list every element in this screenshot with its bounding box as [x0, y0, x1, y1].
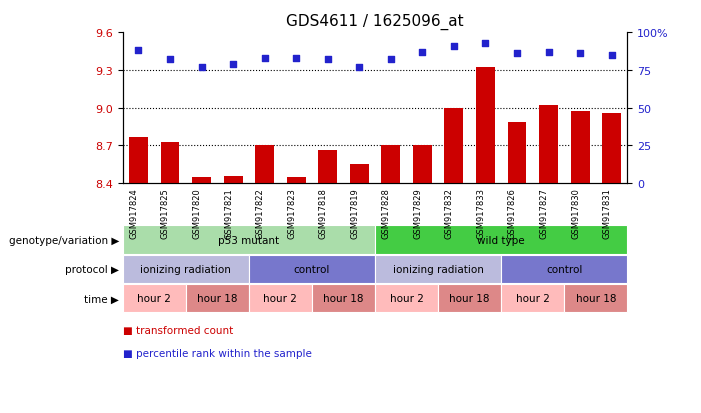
Title: GDS4611 / 1625096_at: GDS4611 / 1625096_at	[286, 14, 464, 30]
Point	[353, 64, 365, 71]
Text: GSM917819: GSM917819	[350, 188, 359, 239]
Point	[543, 49, 554, 56]
Text: ionizing radiation: ionizing radiation	[140, 264, 231, 274]
Point	[606, 52, 617, 59]
Text: hour 18: hour 18	[323, 294, 364, 304]
Point	[479, 40, 491, 47]
Bar	[444, 109, 463, 184]
Bar	[571, 112, 590, 184]
Bar	[318, 151, 337, 184]
Point	[259, 55, 271, 62]
Bar	[539, 106, 558, 184]
Text: hour 18: hour 18	[197, 294, 238, 304]
Text: GSM917823: GSM917823	[287, 188, 297, 239]
Point	[291, 55, 302, 62]
Text: control: control	[294, 264, 330, 274]
Bar	[192, 178, 211, 184]
Text: hour 18: hour 18	[576, 294, 616, 304]
Text: hour 2: hour 2	[516, 294, 550, 304]
Text: GSM917822: GSM917822	[256, 188, 264, 239]
Bar	[476, 68, 495, 184]
Text: control: control	[546, 264, 583, 274]
Point	[575, 51, 586, 57]
Bar	[508, 122, 526, 184]
Text: GSM917826: GSM917826	[508, 188, 517, 239]
Point	[386, 57, 397, 64]
Point	[449, 43, 460, 50]
Text: hour 2: hour 2	[137, 294, 171, 304]
Text: GSM917825: GSM917825	[161, 188, 170, 239]
Text: GSM917824: GSM917824	[130, 188, 138, 239]
Text: time ▶: time ▶	[84, 294, 119, 304]
Text: GSM917820: GSM917820	[193, 188, 202, 239]
Point	[164, 57, 175, 64]
Text: GSM917831: GSM917831	[603, 188, 612, 239]
Point	[196, 64, 207, 71]
Bar	[129, 137, 148, 184]
Bar	[287, 178, 306, 184]
Text: hour 2: hour 2	[264, 294, 297, 304]
Text: GSM917828: GSM917828	[382, 188, 391, 239]
Bar	[255, 146, 274, 184]
Text: hour 2: hour 2	[390, 294, 423, 304]
Bar	[413, 146, 432, 184]
Text: protocol ▶: protocol ▶	[65, 264, 119, 274]
Point	[132, 48, 144, 55]
Text: wild type: wild type	[477, 235, 525, 245]
Text: p53 mutant: p53 mutant	[218, 235, 280, 245]
Text: genotype/variation ▶: genotype/variation ▶	[9, 235, 119, 245]
Text: GSM917830: GSM917830	[571, 188, 580, 239]
Text: ■ transformed count: ■ transformed count	[123, 325, 233, 335]
Text: GSM917827: GSM917827	[540, 188, 549, 239]
Text: GSM917833: GSM917833	[477, 188, 485, 239]
Text: hour 18: hour 18	[449, 294, 490, 304]
Text: GSM917832: GSM917832	[445, 188, 454, 239]
Bar	[161, 142, 179, 184]
Point	[227, 62, 238, 68]
Bar	[602, 114, 621, 184]
Point	[511, 51, 522, 57]
Bar	[350, 165, 369, 184]
Text: GSM917818: GSM917818	[319, 188, 327, 239]
Bar	[224, 176, 243, 184]
Point	[416, 49, 428, 56]
Text: GSM917829: GSM917829	[414, 188, 422, 239]
Text: GSM917821: GSM917821	[224, 188, 233, 239]
Text: ■ percentile rank within the sample: ■ percentile rank within the sample	[123, 348, 311, 358]
Bar	[381, 146, 400, 184]
Text: ionizing radiation: ionizing radiation	[393, 264, 484, 274]
Point	[322, 57, 334, 64]
